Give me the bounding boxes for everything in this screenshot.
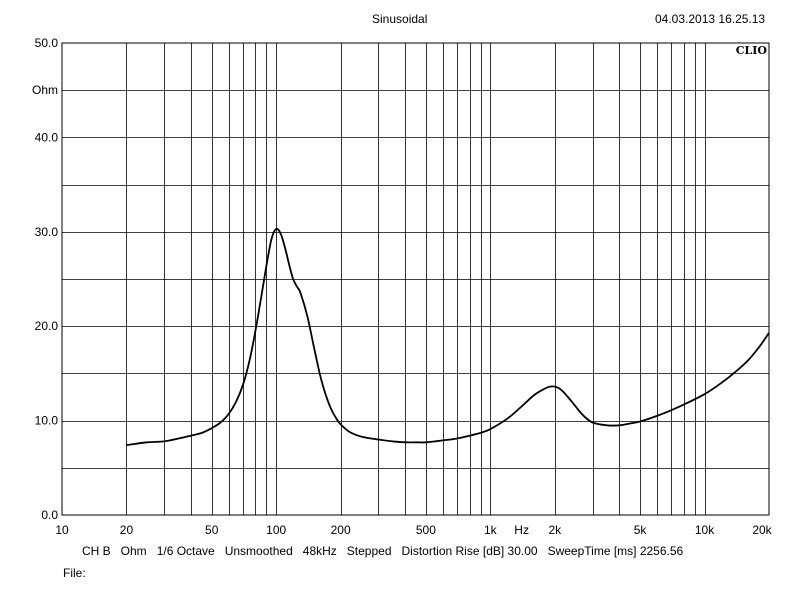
y-tick-label: 0.0 [41, 508, 58, 522]
chart-title: Sinusoidal [372, 12, 428, 26]
x-tick-label: 200 [331, 523, 351, 537]
timestamp: 04.03.2013 16.25.13 [655, 12, 766, 26]
y-tick-label: 10.0 [35, 414, 59, 428]
x-tick-label: 500 [416, 523, 436, 537]
y-tick-label: 30.0 [35, 225, 59, 239]
y-tick-label: 20.0 [35, 319, 59, 333]
x-tick-label: 50 [205, 523, 219, 537]
channel-label: CH B [82, 544, 111, 558]
x-tick-label: 1k [484, 523, 498, 537]
mode-label: Stepped [346, 544, 392, 558]
plot-frame [61, 42, 770, 516]
resolution-label: 1/6 Octave [156, 544, 215, 558]
y-tick-label: 50.0 [35, 36, 59, 50]
x-tick-label: 20 [120, 523, 134, 537]
x-tick-label: 100 [266, 523, 286, 537]
file-label: File: [63, 566, 86, 580]
y-tick-labels: 0.0 10.0 20.0 30.0 40.0 50.0 [35, 36, 59, 522]
sweep-time-label: SweepTime [ms] 2256.56 [547, 544, 684, 558]
x-tick-label: 10 [55, 523, 69, 537]
x-tick-label: 10k [695, 523, 715, 537]
vertical-grid [126, 43, 706, 515]
y-tick-label: 40.0 [35, 130, 59, 144]
y-axis-unit: Ohm [32, 83, 58, 97]
x-tick-label: 20k [752, 523, 772, 537]
clio-logo: CLIO [736, 44, 768, 57]
x-tick-label: 2k [548, 523, 562, 537]
series-layer [126, 227, 770, 446]
horizontal-grid [62, 90, 769, 469]
sample-rate-label: 48kHz [302, 544, 337, 558]
impedance-curve [126, 227, 770, 446]
x-tick-label: 5k [634, 523, 648, 537]
x-axis-unit: Hz [514, 523, 529, 537]
x-tick-labels: 10 20 50 100 200 500 1k 2k 5k 10k 20k [55, 523, 772, 537]
smoothing-label: Unsmoothed [224, 544, 293, 558]
unit-label: Ohm [120, 544, 147, 558]
distortion-label: Distortion Rise [dB] 30.00 [401, 544, 538, 558]
measurement-settings: CH B Ohm 1/6 Octave Unsmoothed 48kHz Stepped D… [82, 544, 693, 558]
